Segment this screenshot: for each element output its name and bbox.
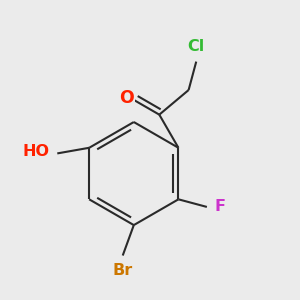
Text: HO: HO <box>23 144 50 159</box>
Text: O: O <box>119 89 134 107</box>
Text: F: F <box>214 200 225 214</box>
Text: Cl: Cl <box>188 39 205 54</box>
Text: Br: Br <box>112 263 133 278</box>
